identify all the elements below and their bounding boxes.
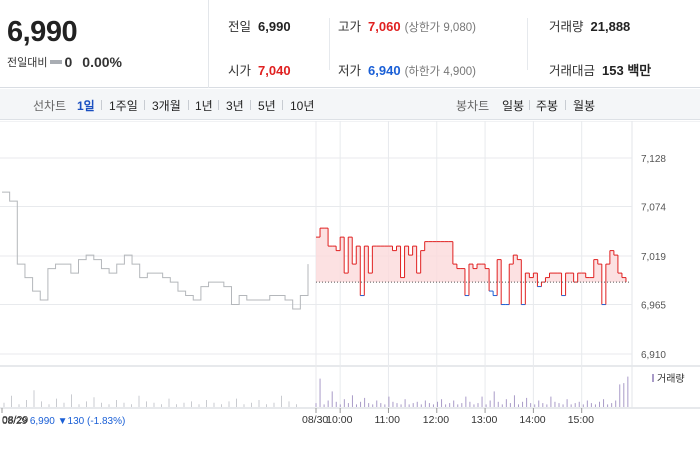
candle-daily-tab[interactable]: 일봉 [502,99,525,113]
x-tick-label: 15:00 [568,414,594,426]
volume-legend-swatch [652,374,654,382]
prev-day-series-line [2,191,309,310]
stat-value: 21,888 [590,19,631,34]
candle-monthly-tab[interactable]: 월봉 [573,99,596,113]
stat-value: 7,040 [258,63,291,78]
x-tick-label: 12:00 [423,414,449,426]
lower-limit: (하한가 4,900) [404,66,476,78]
stat-value: 153 백만 [602,63,652,78]
stat-label: 거래대금 [549,64,596,78]
change-label: 전일대비 [7,57,48,69]
flat-change-icon [50,60,63,64]
change-percent: 0.00% [82,54,122,70]
stat-prev-close: 전일 6,990 [228,16,291,35]
quote-header: 6,990 전일대비 0 0.00% 전일 6,990 시가 7,040 고가 7,0… [0,0,700,88]
separator [529,100,530,110]
stat-amount: 거래대금 153 백만 [549,60,651,79]
upper-limit: (상한가 9,080) [404,22,476,34]
y-tick-label: 6,910 [641,350,666,361]
price-summary: 6,990 전일대비 0 0.00% [0,0,209,88]
separator [218,100,219,110]
stat-value: 6,990 [258,19,291,34]
period-1w-tab[interactable]: 1주일 [109,99,138,113]
x-tick-label: 08/29 [2,414,28,426]
stat-volume: 거래량 21,888 [549,16,630,35]
x-tick-label: 10:00 [326,414,352,426]
hover-status: 08/29 6,990 ▼130 (-1.83%) [2,416,125,427]
y-tick-label: 6,965 [641,301,666,312]
change-value: 0 [64,54,73,70]
stat-value: 7,060 [368,19,401,34]
y-tick-label: 7,019 [641,252,666,263]
stat-label: 시가 [228,64,252,78]
period-3m-tab[interactable]: 3개월 [152,99,181,113]
period-3y-tab[interactable]: 3년 [226,99,244,113]
chart-toolbar: 선차트 1일 1주일 3개월 1년 3년 5년 10년 봉차트 일봉 주봉 월봉 [0,89,700,120]
stat-label: 저가 [338,64,362,78]
current-price: 6,990 [7,16,78,48]
y-tick-label: 7,074 [641,203,666,214]
status-price: 6,990 [29,416,55,427]
price-chart[interactable]: 7,128 7,074 7,019 6,965 6,910 08/29 08/3010:00… [0,121,700,450]
candle-chart-label: 봉차트 [456,99,490,113]
stat-label: 거래량 [549,20,584,34]
x-tick-label: 08/30 [302,414,328,426]
separator [565,100,566,110]
separator [101,100,102,110]
separator [282,100,283,110]
x-tick-label: 14:00 [519,414,545,426]
stat-high: 고가 7,060 (상한가 9,080) [338,16,476,35]
x-tick-label: 13:00 [471,414,497,426]
stat-label: 전일 [228,20,252,34]
status-change: ▼130 (-1.83%) [57,416,126,427]
stat-low: 저가 6,940 (하한가 4,900) [338,60,476,79]
separator [144,100,145,110]
period-10y-tab[interactable]: 10년 [290,99,315,113]
period-1d-tab[interactable]: 1일 [77,99,95,113]
stat-label: 고가 [338,20,362,34]
stat-value: 6,940 [368,63,401,78]
stat-open: 시가 7,040 [228,60,291,79]
divider [527,18,528,70]
candle-weekly-tab[interactable]: 주봉 [536,99,559,113]
period-1y-tab[interactable]: 1년 [195,99,213,113]
change-row: 전일대비 0 0.00% [7,54,122,70]
y-tick-label: 7,128 [641,154,666,165]
divider [329,18,330,70]
today-up-area [316,228,626,283]
period-5y-tab[interactable]: 5년 [258,99,276,113]
separator [250,100,251,110]
status-date: 08/29 [2,416,28,427]
separator [188,100,189,110]
line-chart-label: 선차트 [33,99,67,113]
volume-legend-label: 거래량 [657,373,685,385]
x-tick-label: 11:00 [374,414,400,426]
